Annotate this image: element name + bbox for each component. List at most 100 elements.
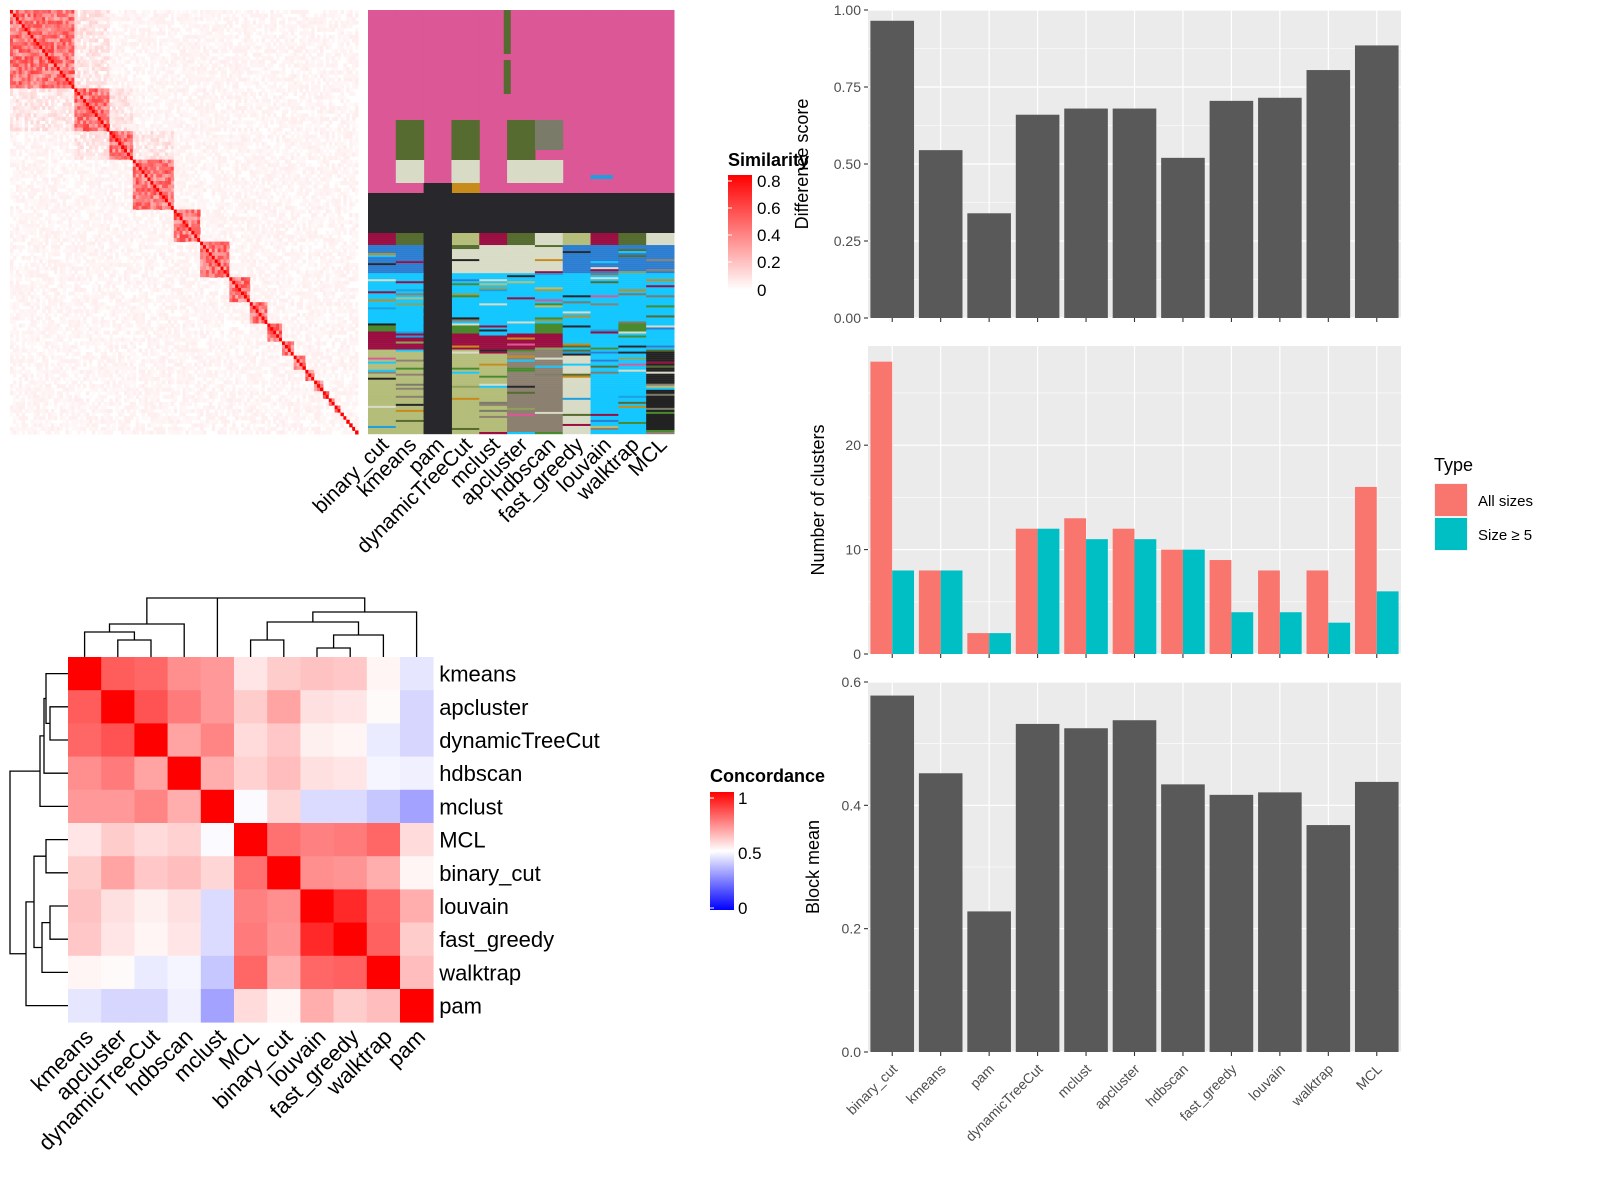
similarity-cell (86, 38, 90, 43)
similarity-cell (232, 27, 236, 32)
similarity-cell (126, 42, 131, 47)
similarity-cell (53, 45, 58, 50)
similarity-cell (150, 195, 154, 200)
similarity-cell (77, 59, 81, 64)
similarity-cell (179, 116, 184, 121)
similarity-cell (346, 120, 350, 125)
similarity-cell (299, 124, 303, 129)
similarity-cell (290, 106, 295, 111)
similarity-cell (27, 42, 31, 47)
similarity-cell (12, 134, 17, 139)
similarity-cell (322, 95, 327, 100)
similarity-cell (211, 209, 216, 214)
similarity-cell (42, 134, 46, 139)
similarity-cell (24, 70, 29, 75)
similarity-cell (322, 173, 327, 178)
similarity-cell (45, 24, 49, 29)
similarity-cell (53, 88, 58, 93)
similarity-cell (74, 166, 78, 171)
similarity-cell (112, 52, 116, 57)
similarity-cell (284, 152, 289, 157)
similarity-cell (132, 10, 137, 15)
similarity-cell (235, 184, 239, 189)
similarity-cell (59, 99, 64, 104)
similarity-cell (287, 84, 292, 89)
similarity-cell (18, 81, 23, 86)
similarity-cell (36, 188, 40, 193)
similarity-cell (331, 102, 336, 107)
similarity-cell (162, 145, 166, 150)
similarity-cell (68, 163, 72, 168)
similarity-cell (267, 134, 271, 139)
similarity-cell (176, 63, 181, 68)
similarity-cell (203, 99, 207, 104)
similarity-cell (10, 177, 14, 182)
similarity-cell (355, 152, 359, 157)
similarity-cell (100, 156, 105, 161)
similarity-cell (229, 184, 233, 189)
similarity-cell (264, 109, 268, 114)
similarity-cell (293, 138, 298, 143)
similarity-cell (56, 91, 61, 97)
similarity-cell (284, 77, 289, 82)
similarity-cell (317, 166, 321, 171)
similarity-cell (270, 38, 274, 43)
similarity-cell (150, 191, 154, 196)
similarity-cell (305, 127, 309, 132)
similarity-cell (159, 81, 163, 86)
similarity-cell (349, 59, 353, 64)
similarity-cell (319, 195, 324, 200)
similarity-cell (197, 42, 201, 47)
similarity-cell (317, 209, 321, 214)
similarity-cell (39, 13, 43, 18)
similarity-cell (214, 145, 219, 150)
similarity-cell (252, 131, 257, 136)
similarity-cell (287, 124, 292, 129)
similarity-cell (36, 81, 40, 86)
similarity-cell (311, 205, 315, 211)
similarity-cell (182, 63, 186, 68)
similarity-cell (176, 127, 181, 132)
similarity-cell (211, 67, 216, 72)
similarity-cell (276, 13, 280, 18)
similarity-cell (322, 109, 327, 114)
similarity-cell (39, 116, 43, 121)
similarity-cell (30, 188, 34, 193)
similarity-cell (311, 177, 315, 182)
similarity-cell (100, 116, 105, 121)
similarity-cell (42, 84, 46, 89)
similarity-cell (141, 127, 146, 132)
similarity-cell (30, 38, 34, 43)
similarity-cell (322, 67, 327, 72)
similarity-cell (284, 191, 289, 196)
similarity-cell (94, 91, 99, 97)
similarity-cell (129, 84, 134, 89)
similarity-cell (88, 31, 93, 36)
similarity-cell (188, 124, 192, 129)
similarity-cell (53, 156, 58, 161)
similarity-cell (296, 138, 301, 143)
similarity-cell (121, 202, 125, 207)
similarity-cell (126, 205, 131, 211)
similarity-cell (334, 13, 339, 18)
similarity-cell (223, 159, 227, 164)
similarity-cell (50, 63, 55, 68)
similarity-cell (150, 138, 154, 143)
similarity-cell (141, 45, 146, 50)
similarity-cell (132, 134, 137, 139)
similarity-cell (88, 59, 93, 64)
similarity-cell (48, 213, 52, 218)
similarity-cell (106, 198, 110, 203)
similarity-cell (261, 34, 265, 39)
similarity-cell (53, 138, 58, 143)
similarity-cell (141, 38, 146, 43)
similarity-cell (144, 202, 148, 207)
similarity-cell (27, 99, 31, 104)
similarity-cell (246, 188, 251, 193)
similarity-cell (138, 34, 143, 39)
similarity-cell (91, 173, 96, 178)
similarity-cell (322, 106, 327, 111)
similarity-cell (21, 106, 26, 111)
similarity-cell (170, 99, 175, 104)
similarity-cell (284, 209, 289, 214)
